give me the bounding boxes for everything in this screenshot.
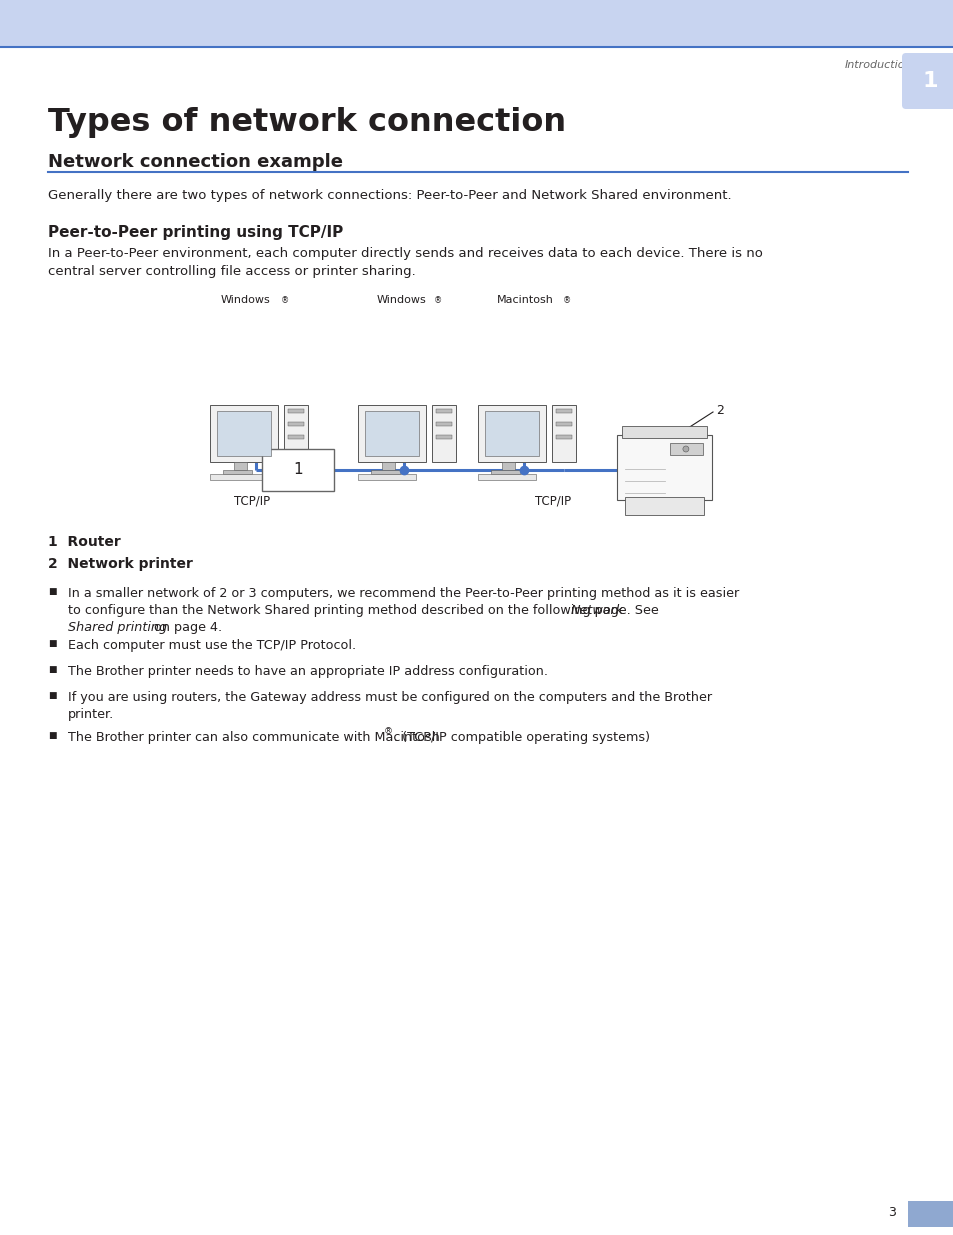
Bar xyxy=(436,435,452,438)
Bar xyxy=(211,474,268,480)
Bar xyxy=(358,405,426,462)
Text: to configure than the Network Shared printing method described on the following : to configure than the Network Shared pri… xyxy=(68,604,662,618)
Bar xyxy=(211,405,277,462)
Bar xyxy=(625,496,703,515)
Bar xyxy=(622,426,707,438)
Text: In a Peer-to-Peer environment, each computer directly sends and receives data to: In a Peer-to-Peer environment, each comp… xyxy=(48,247,762,261)
Text: The Brother printer needs to have an appropriate IP address configuration.: The Brother printer needs to have an app… xyxy=(68,664,547,678)
Bar xyxy=(371,469,399,474)
Text: . (TCP/IP compatible operating systems): . (TCP/IP compatible operating systems) xyxy=(394,731,649,743)
Bar xyxy=(262,450,334,492)
Text: central server controlling file access or printer sharing.: central server controlling file access o… xyxy=(48,266,416,278)
Text: 1: 1 xyxy=(293,462,302,478)
Bar xyxy=(552,405,576,462)
Text: ®: ® xyxy=(384,727,393,736)
Text: TCP/IP: TCP/IP xyxy=(535,495,571,508)
Circle shape xyxy=(682,446,688,452)
Bar xyxy=(501,462,515,469)
Text: Introduction: Introduction xyxy=(844,61,911,70)
Text: printer.: printer. xyxy=(68,708,114,721)
Bar xyxy=(477,474,536,480)
Text: TCP/IP: TCP/IP xyxy=(233,495,270,508)
Bar xyxy=(288,435,304,438)
FancyBboxPatch shape xyxy=(901,53,953,109)
Bar xyxy=(556,435,572,438)
Bar xyxy=(617,435,712,500)
Bar xyxy=(907,1200,953,1228)
Text: ®: ® xyxy=(281,296,289,305)
Text: 2  Network printer: 2 Network printer xyxy=(48,557,193,571)
Bar xyxy=(556,421,572,426)
Text: If you are using routers, the Gateway address must be configured on the computer: If you are using routers, the Gateway ad… xyxy=(68,692,711,704)
Bar xyxy=(284,405,308,462)
Bar xyxy=(477,405,545,462)
Text: 3: 3 xyxy=(887,1207,895,1219)
Bar xyxy=(432,405,456,462)
Bar xyxy=(669,443,702,454)
Text: on page 4.: on page 4. xyxy=(150,621,222,634)
Text: Types of network connection: Types of network connection xyxy=(48,107,565,138)
Bar xyxy=(491,469,519,474)
Text: ®: ® xyxy=(434,296,442,305)
Text: ■: ■ xyxy=(48,664,56,674)
Text: 1: 1 xyxy=(922,70,937,91)
Text: Generally there are two types of network connections: Peer-to-Peer and Network S: Generally there are two types of network… xyxy=(48,189,731,203)
Bar xyxy=(436,409,452,412)
Text: Each computer must use the TCP/IP Protocol.: Each computer must use the TCP/IP Protoc… xyxy=(68,638,355,652)
Bar xyxy=(216,411,272,456)
Text: ■: ■ xyxy=(48,638,56,648)
Text: Macintosh: Macintosh xyxy=(497,295,553,305)
Text: Shared printing: Shared printing xyxy=(68,621,167,634)
Text: 2: 2 xyxy=(716,404,723,416)
Bar xyxy=(381,462,395,469)
Text: The Brother printer can also communicate with Macintosh: The Brother printer can also communicate… xyxy=(68,731,439,743)
Bar xyxy=(223,469,252,474)
Bar xyxy=(288,409,304,412)
Text: Network: Network xyxy=(571,604,623,618)
Text: Windows: Windows xyxy=(221,295,271,305)
Bar xyxy=(436,421,452,426)
Text: In a smaller network of 2 or 3 computers, we recommend the Peer-to-Peer printing: In a smaller network of 2 or 3 computers… xyxy=(68,587,739,600)
Text: Network connection example: Network connection example xyxy=(48,153,343,170)
Text: ■: ■ xyxy=(48,587,56,597)
Bar xyxy=(364,411,419,456)
Text: Windows: Windows xyxy=(376,295,426,305)
Text: ■: ■ xyxy=(48,692,56,700)
Bar xyxy=(233,462,247,469)
Bar xyxy=(556,409,572,412)
Text: Peer-to-Peer printing using TCP/IP: Peer-to-Peer printing using TCP/IP xyxy=(48,225,343,240)
Text: ®: ® xyxy=(562,296,571,305)
Bar xyxy=(0,0,953,47)
Bar xyxy=(288,421,304,426)
Bar xyxy=(484,411,539,456)
Text: ■: ■ xyxy=(48,731,56,740)
Text: 1  Router: 1 Router xyxy=(48,535,121,550)
Bar xyxy=(358,474,416,480)
